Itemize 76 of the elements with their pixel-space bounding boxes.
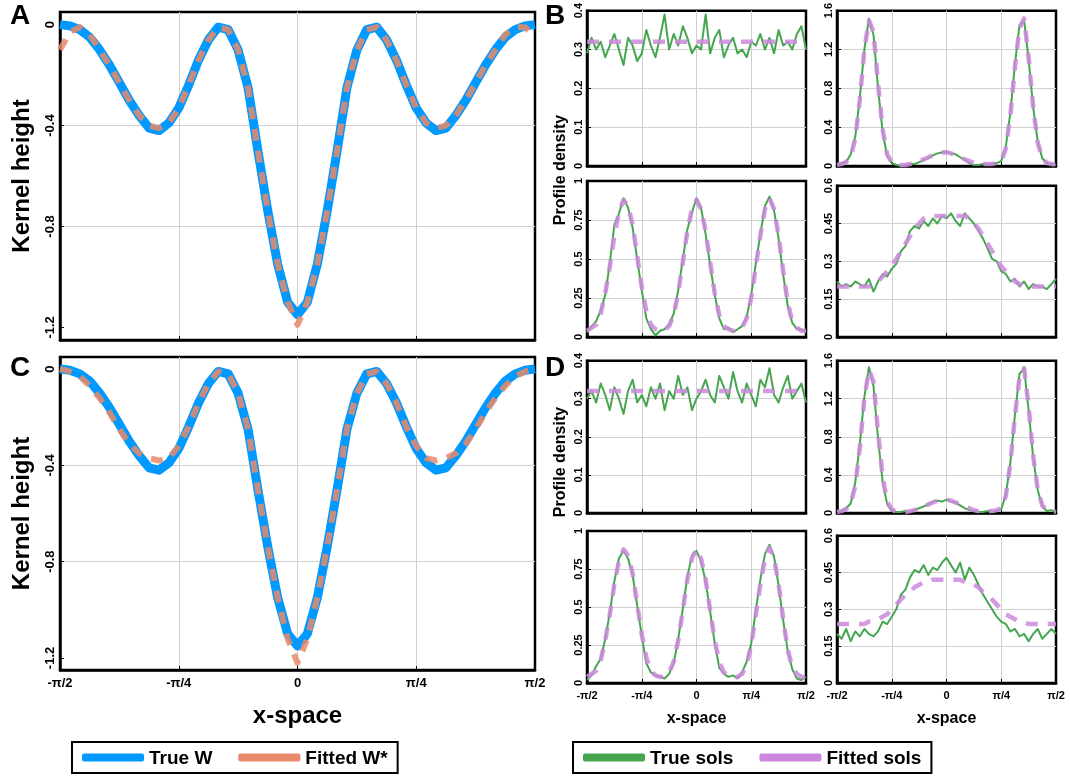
y-tick-label: 0.4 [821,466,834,483]
y-tick-label: 0 [571,333,584,341]
x-tick-label: -π/4 [166,675,193,690]
x-tick-label: -π/2 [47,675,73,690]
y-tick-label: 0 [821,333,834,341]
y-tick-label: -1.2 [42,316,57,339]
x-tick-label: -π/4 [631,688,654,701]
y-tick-label: 0.4 [571,2,584,19]
x-axis-title: x-space [666,708,727,726]
y-tick-label: 1.6 [821,353,834,369]
y-tick-label: 0 [571,509,584,517]
x-tick-label: 0 [293,675,302,690]
y-tick-label: 0 [571,162,584,170]
y-tick-label: 0.5 [571,251,584,267]
y-tick-label: 0.3 [821,253,834,269]
y-tick-label: 0.3 [821,601,834,617]
y-tick-label: 0.75 [571,209,584,231]
y-tick-label: 1.2 [821,41,834,58]
y-tick-label: 0.3 [571,41,584,58]
y-tick-label: 0.3 [571,391,584,407]
y-tick-label: 1.2 [821,391,834,407]
y-axis-title: Profile density [550,114,568,226]
x-tick-label: π/2 [524,675,546,690]
y-tick-label: 0.15 [821,635,834,657]
x-tick-label: π/2 [1047,688,1065,701]
x-axis-title: x-space [252,700,343,728]
y-tick-label: 0.4 [821,118,834,135]
y-tick-label: 0.6 [821,528,834,544]
y-tick-label: -0.4 [42,453,57,477]
legend-label: Fitted sols [826,747,922,768]
x-tick-label: 0 [693,688,700,701]
y-tick-label: -0.8 [42,215,57,238]
y-tick-label: 1.6 [821,3,834,19]
chart-title: C [10,350,31,382]
y-tick-label: 0.45 [821,212,834,235]
x-tick-label: -π/4 [881,688,904,701]
y-tick-label: 0.1 [571,119,584,135]
y-axis-title: Kernel height [6,436,34,591]
y-tick-label: 0.1 [571,467,584,483]
chart-title: B [545,0,566,30]
y-axis-title: Profile density [550,406,568,518]
x-axis-title: x-space [916,708,977,726]
y-tick-label: 0.5 [571,599,584,615]
y-tick-label: 0.2 [571,429,584,445]
y-tick-label: 0.4 [571,352,584,369]
y-tick-label: -0.4 [42,113,57,137]
x-tick-label: -π/2 [826,688,848,701]
legend-label: Fitted W* [305,747,389,768]
x-tick-label: π/4 [405,675,428,690]
x-tick-label: -π/2 [576,688,598,701]
y-tick-label: 0 [821,509,834,517]
y-tick-label: 0.15 [821,288,834,310]
x-tick-label: π/2 [797,688,815,701]
legend-label: True W [149,747,213,768]
y-tick-label: 0.45 [821,561,834,584]
y-axis-title: Kernel height [6,99,34,253]
y-tick-label: 0.2 [571,80,584,96]
x-tick-label: 0 [943,688,950,701]
y-tick-label: -1.2 [42,646,57,670]
y-tick-label: 0.6 [821,178,834,194]
chart-title: D [545,350,566,382]
y-tick-label: 0.25 [571,287,584,309]
y-tick-label: 1 [571,178,584,185]
y-tick-label: 0 [42,365,57,373]
legend-label: True sols [650,747,734,768]
y-tick-label: 1 [571,528,584,535]
y-tick-label: 0.8 [821,80,834,96]
y-tick-label: 0.25 [571,634,584,656]
y-tick-label: 0.75 [571,558,584,580]
y-tick-label: -0.8 [42,550,57,573]
x-tick-label: π/4 [742,688,761,701]
y-tick-label: 0 [42,21,57,29]
chart-title: A [10,0,31,30]
y-tick-label: 0.8 [821,429,834,445]
y-tick-label: 0 [821,162,834,170]
x-tick-label: π/4 [992,688,1011,701]
